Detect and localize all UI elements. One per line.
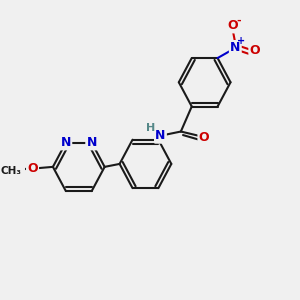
Text: O: O — [250, 44, 260, 57]
Text: -: - — [236, 15, 241, 26]
Text: N: N — [61, 136, 71, 149]
Text: CH₃: CH₃ — [1, 166, 22, 176]
Text: +: + — [237, 36, 245, 46]
Text: O: O — [227, 19, 238, 32]
Text: N: N — [86, 136, 97, 149]
Text: H: H — [146, 123, 155, 133]
Text: O: O — [27, 162, 38, 175]
Text: O: O — [199, 131, 209, 144]
Text: N: N — [230, 41, 241, 54]
Text: N: N — [155, 129, 166, 142]
